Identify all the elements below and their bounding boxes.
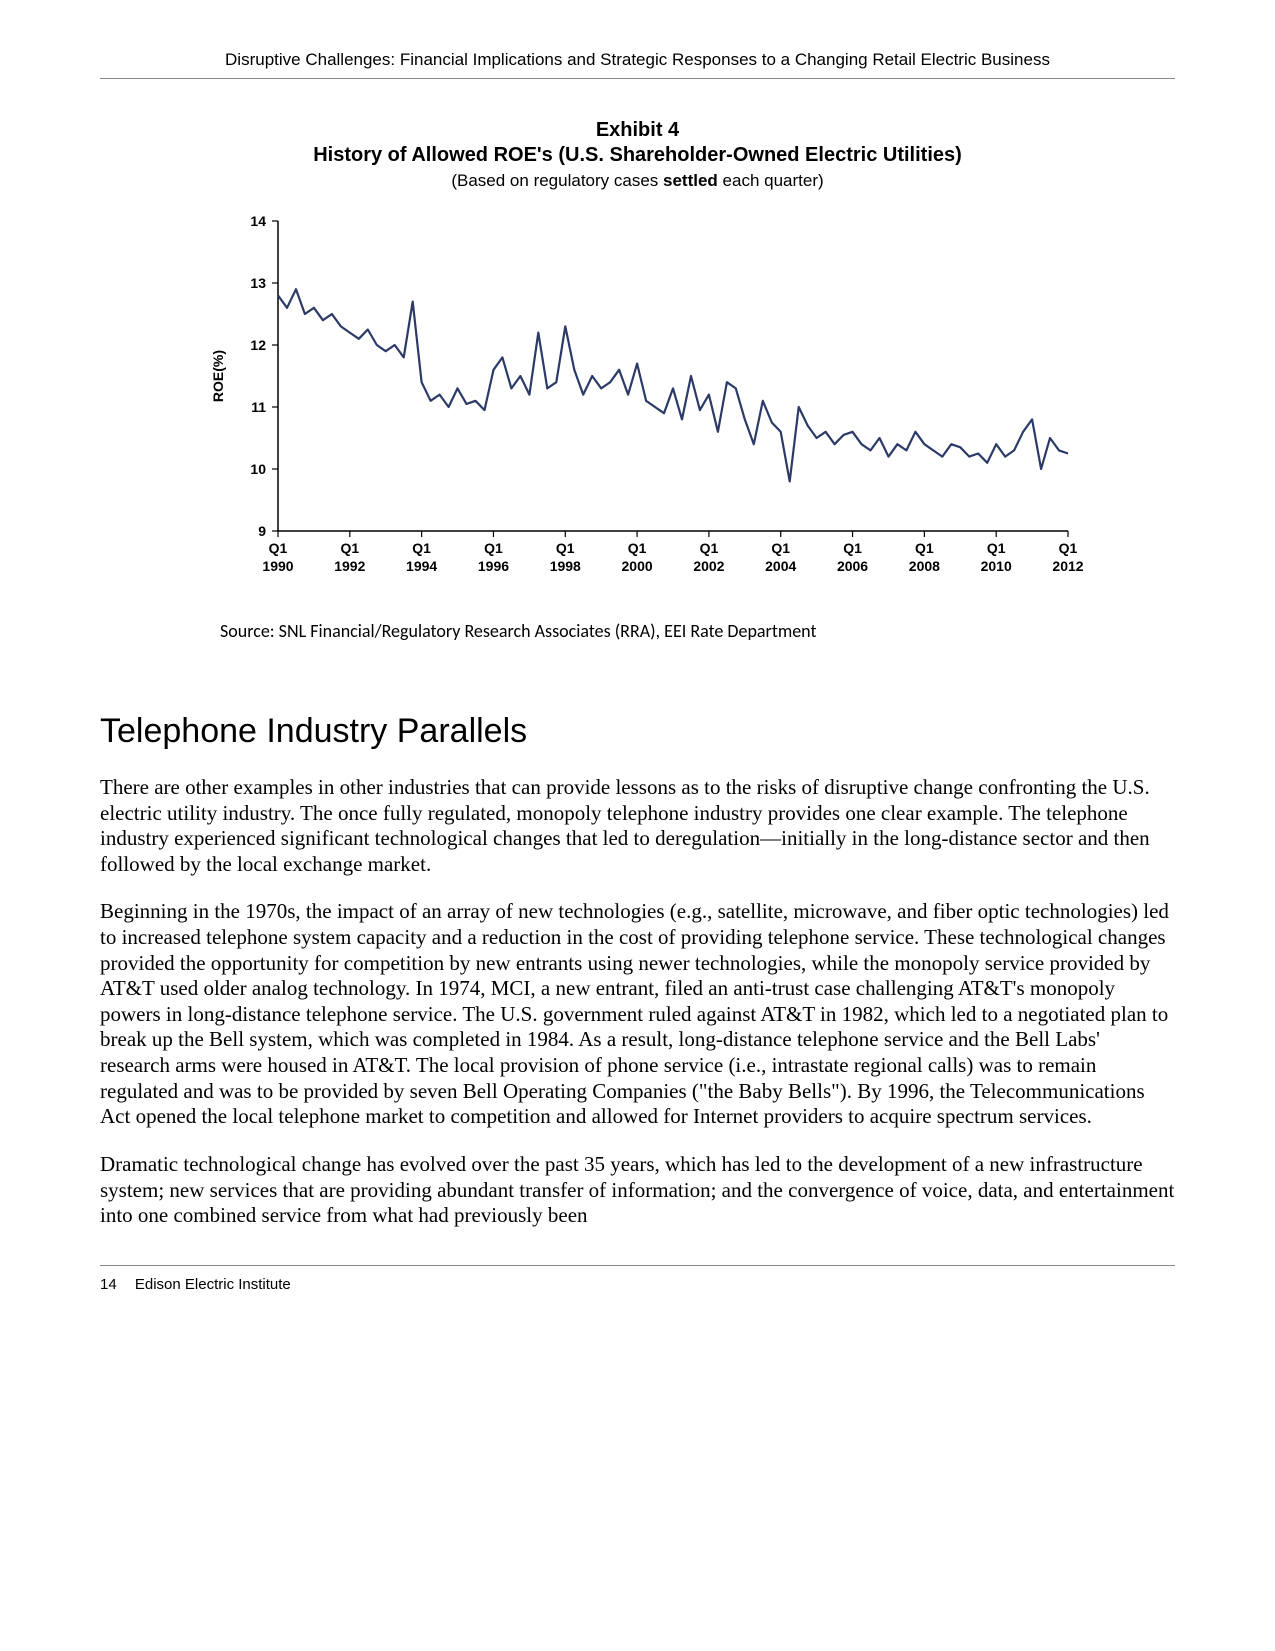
section-heading: Telephone Industry Parallels xyxy=(100,712,1175,751)
svg-text:Q1: Q1 xyxy=(268,540,287,556)
svg-text:2000: 2000 xyxy=(621,558,652,574)
svg-text:Q1: Q1 xyxy=(1058,540,1077,556)
svg-text:2012: 2012 xyxy=(1052,558,1083,574)
svg-text:1998: 1998 xyxy=(549,558,580,574)
exhibit-number: Exhibit 4 xyxy=(100,119,1175,142)
running-header: Disruptive Challenges: Financial Implica… xyxy=(100,50,1175,79)
exhibit-title: History of Allowed ROE's (U.S. Sharehold… xyxy=(100,144,1175,167)
svg-text:Q1: Q1 xyxy=(340,540,359,556)
body-paragraph-2: Beginning in the 1970s, the impact of an… xyxy=(100,899,1175,1129)
svg-text:1990: 1990 xyxy=(262,558,293,574)
svg-text:Q1: Q1 xyxy=(412,540,431,556)
svg-text:Q1: Q1 xyxy=(843,540,862,556)
svg-text:1994: 1994 xyxy=(406,558,437,574)
svg-text:Q1: Q1 xyxy=(484,540,503,556)
svg-text:2006: 2006 xyxy=(836,558,867,574)
exhibit-subtitle-bold: settled xyxy=(663,171,718,190)
svg-text:14: 14 xyxy=(250,213,266,229)
svg-text:12: 12 xyxy=(250,337,266,353)
svg-text:Q1: Q1 xyxy=(986,540,1005,556)
svg-text:2008: 2008 xyxy=(908,558,939,574)
svg-text:2002: 2002 xyxy=(693,558,724,574)
svg-text:Q1: Q1 xyxy=(555,540,574,556)
svg-text:Q1: Q1 xyxy=(627,540,646,556)
body-paragraph-1: There are other examples in other indust… xyxy=(100,775,1175,877)
footer: 14 Edison Electric Institute xyxy=(100,1276,1175,1293)
exhibit-subtitle: (Based on regulatory cases settled each … xyxy=(100,171,1175,191)
svg-text:ROE(%): ROE(%) xyxy=(210,350,226,402)
svg-text:13: 13 xyxy=(250,275,266,291)
svg-text:1992: 1992 xyxy=(334,558,365,574)
svg-text:2004: 2004 xyxy=(765,558,796,574)
page: Disruptive Challenges: Financial Implica… xyxy=(0,0,1275,1651)
body-paragraph-3: Dramatic technological change has evolve… xyxy=(100,1152,1175,1229)
exhibit-subtitle-pre: (Based on regulatory cases xyxy=(451,171,663,190)
svg-text:11: 11 xyxy=(251,399,266,415)
svg-text:Q1: Q1 xyxy=(771,540,790,556)
svg-text:Q1: Q1 xyxy=(699,540,718,556)
svg-text:9: 9 xyxy=(258,523,266,539)
footer-rule: 14 Edison Electric Institute xyxy=(100,1265,1175,1293)
chart-svg: 9 10 11 12 13 14 ROE(%) Q1 1990 Q1 1992 Q1 1994 Q1 199… xyxy=(188,211,1088,591)
svg-text:2010: 2010 xyxy=(980,558,1011,574)
chart-source: Source: SNL Financial/Regulatory Researc… xyxy=(220,620,1175,642)
page-number: 14 xyxy=(100,1276,117,1293)
exhibit-subtitle-post: each quarter) xyxy=(718,171,824,190)
exhibit-header: Exhibit 4 History of Allowed ROE's (U.S.… xyxy=(100,119,1175,191)
roe-chart: 9 10 11 12 13 14 ROE(%) Q1 1990 Q1 1992 Q1 1994 Q1 199… xyxy=(188,211,1088,596)
svg-text:Q1: Q1 xyxy=(915,540,934,556)
publisher: Edison Electric Institute xyxy=(135,1276,291,1293)
svg-text:10: 10 xyxy=(250,461,266,477)
svg-text:1996: 1996 xyxy=(477,558,508,574)
